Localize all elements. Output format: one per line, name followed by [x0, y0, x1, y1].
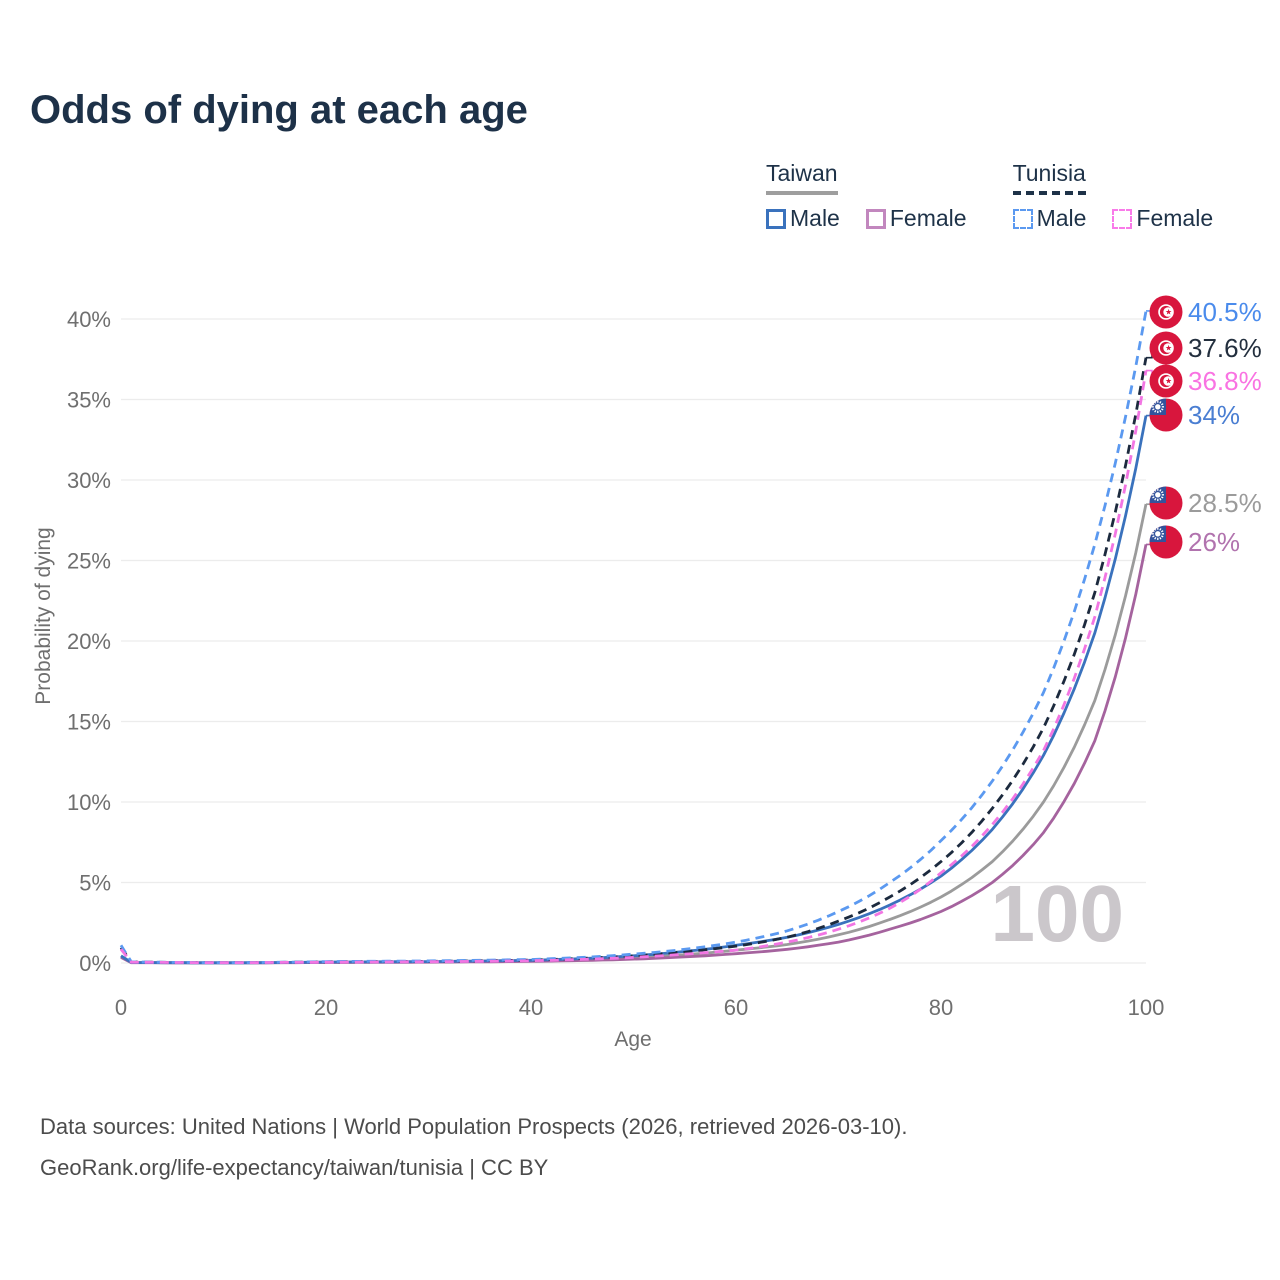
tunisia-flag-icon[interactable]	[1149, 364, 1183, 398]
x-tick-label: 80	[929, 995, 953, 1020]
y-tick-label: 30%	[67, 468, 111, 493]
legend-label-taiwan-female: Female	[889, 205, 967, 231]
end-value-label-taiwan-female: 26%	[1188, 527, 1240, 557]
legend: Taiwan Male Female Tunisia Male	[766, 160, 1213, 232]
legend-label-tunisia-female: Female	[1136, 205, 1214, 231]
taiwan-female-swatch-icon	[865, 208, 886, 229]
end-value-label-taiwan-male: 34%	[1188, 400, 1240, 430]
taiwan-flag-icon[interactable]	[1149, 525, 1183, 559]
tunisia-female-swatch-icon	[1112, 208, 1133, 229]
legend-group-tunisia: Tunisia Male Female	[1012, 160, 1213, 232]
x-tick-label: 60	[724, 995, 748, 1020]
taiwan-male-swatch-icon	[766, 208, 786, 229]
page-title: Odds of dying at each age	[30, 88, 528, 132]
tunisia-flag-icon[interactable]	[1149, 331, 1183, 365]
y-tick-label: 15%	[67, 710, 111, 735]
series-line-tunisia-male[interactable]	[119, 310, 1148, 965]
tunisia-male-swatch-icon	[1012, 208, 1033, 229]
legend-item-tunisia-female[interactable]: Female	[1112, 205, 1213, 232]
x-tick-label: 40	[519, 995, 543, 1020]
end-value-label-taiwan-both: 28.5%	[1188, 488, 1262, 518]
x-tick-label: 0	[115, 995, 127, 1020]
legend-header-taiwan[interactable]: Taiwan	[766, 160, 838, 195]
footer-attribution: GeoRank.org/life-expectancy/taiwan/tunis…	[40, 1155, 549, 1180]
y-tick-label: 10%	[67, 790, 111, 815]
y-tick-label: 5%	[79, 871, 111, 896]
taiwan-flag-icon[interactable]	[1149, 486, 1183, 520]
x-axis-title: Age	[614, 1028, 652, 1051]
legend-item-tunisia-male[interactable]: Male	[1012, 205, 1087, 232]
series-line-tunisia-female[interactable]	[119, 370, 1148, 965]
y-axis-title: Probability of dying	[32, 527, 55, 705]
y-tick-label: 20%	[67, 629, 111, 654]
footer: Data sources: United Nations | World Pop…	[40, 1106, 907, 1188]
end-value-label-tunisia-both: 37.6%	[1188, 333, 1262, 363]
end-value-label-tunisia-female: 36.8%	[1188, 366, 1262, 396]
legend-header-tunisia[interactable]: Tunisia	[1012, 160, 1086, 195]
y-tick-label: 40%	[67, 307, 111, 332]
footer-data-sources: Data sources: United Nations | World Pop…	[40, 1114, 908, 1139]
x-tick-label: 100	[1128, 995, 1165, 1020]
age-counter-watermark: 100	[991, 869, 1124, 958]
legend-group-taiwan: Taiwan Male Female	[766, 160, 967, 232]
legend-label-taiwan-male: Male	[790, 205, 840, 231]
taiwan-flag-icon[interactable]	[1149, 398, 1183, 432]
end-value-label-tunisia-male: 40.5%	[1188, 297, 1262, 327]
legend-item-taiwan-male[interactable]: Male	[766, 205, 840, 232]
x-tick-label: 20	[314, 995, 338, 1020]
legend-item-taiwan-female[interactable]: Female	[865, 205, 967, 232]
y-tick-label: 25%	[67, 549, 111, 574]
y-tick-label: 0%	[79, 951, 111, 976]
y-tick-label: 35%	[67, 388, 111, 413]
legend-label-tunisia-male: Male	[1036, 205, 1087, 231]
tunisia-flag-icon[interactable]	[1149, 295, 1183, 329]
